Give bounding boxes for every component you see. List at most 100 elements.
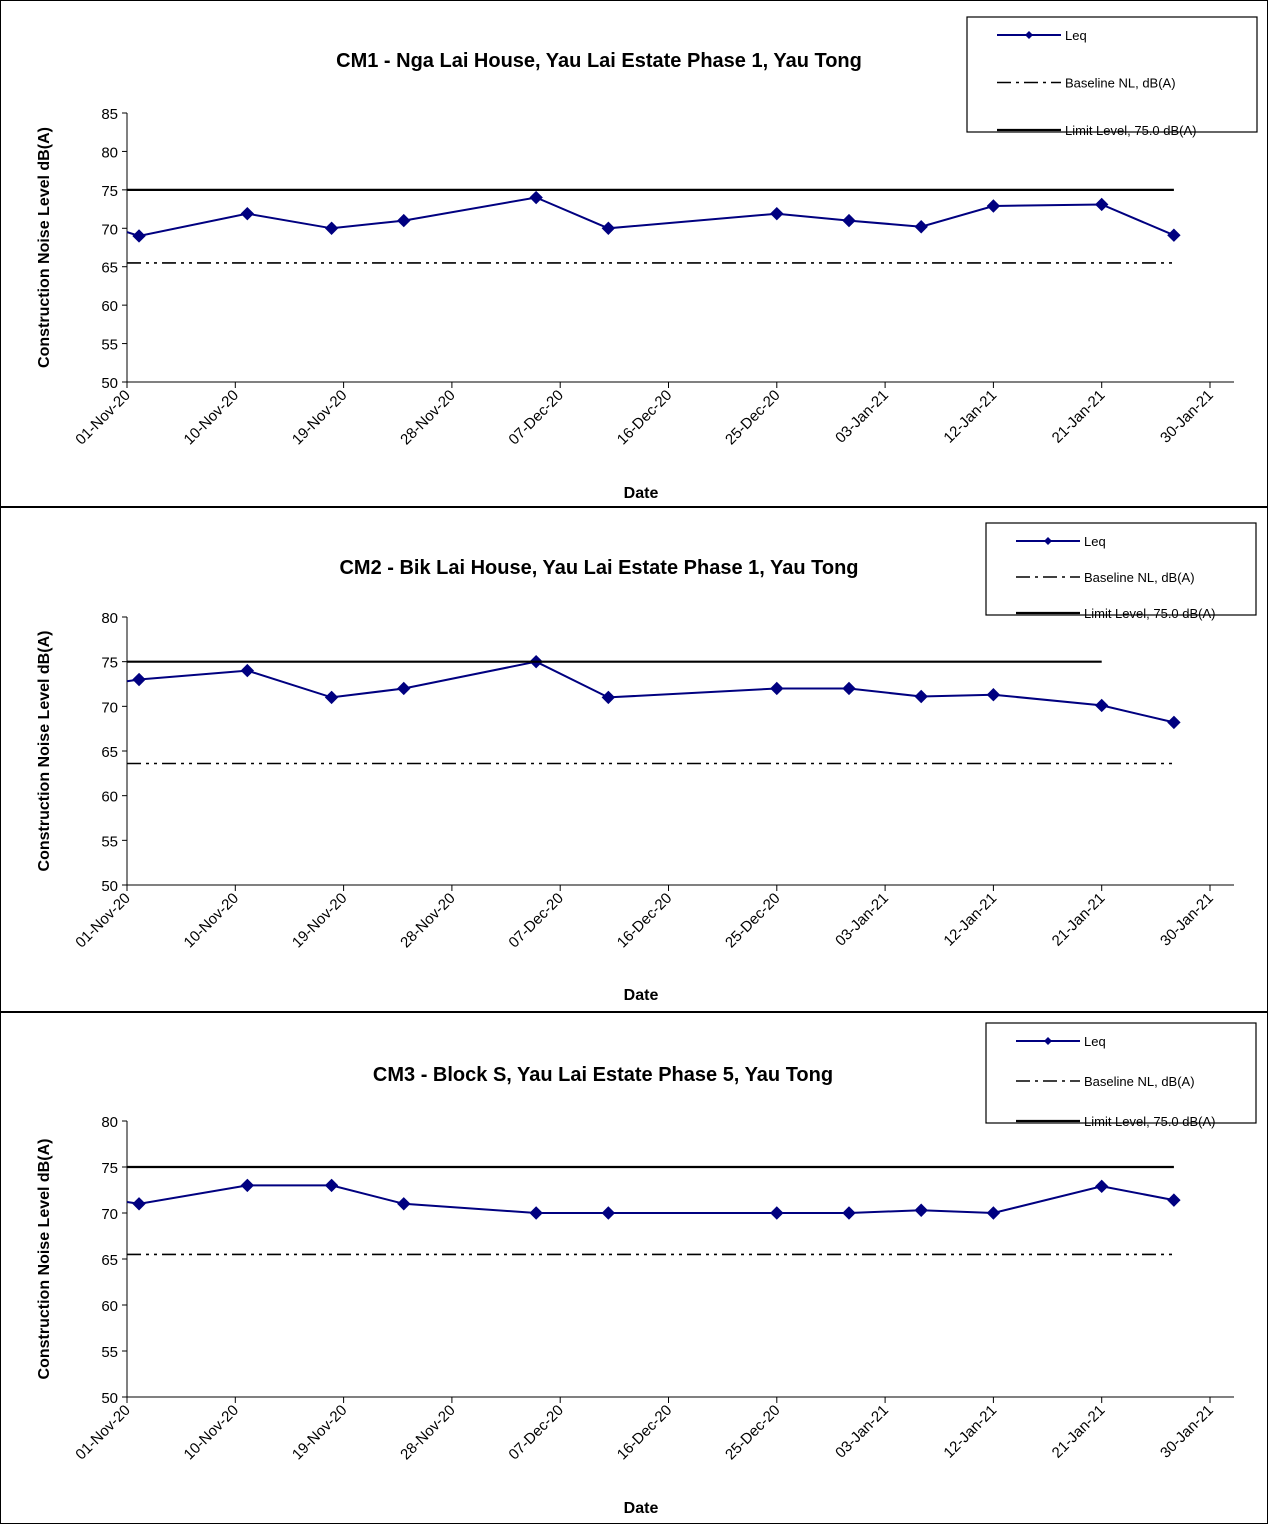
- x-tick-label: 28-Nov-20: [397, 387, 459, 449]
- legend: [966, 16, 1258, 133]
- legend-marker: [1025, 31, 1033, 39]
- data-point: [914, 689, 928, 704]
- data-point: [842, 1206, 856, 1220]
- legend-label: Baseline NL, dB(A): [1084, 570, 1195, 585]
- data-point: [132, 1197, 146, 1211]
- x-tick-label: 25-Dec-20: [722, 387, 784, 449]
- data-point: [986, 199, 1001, 213]
- data-point: [529, 190, 543, 205]
- data-point: [529, 1206, 543, 1220]
- y-tick-label: 55: [101, 833, 118, 850]
- chart-svg-3: CM3 - Block S, Yau Lai Estate Phase 5, Y…: [36, 1022, 1257, 1517]
- x-tick-label: 25-Dec-20: [722, 1402, 784, 1464]
- x-tick-label: 12-Jan-21: [940, 387, 1000, 447]
- data-point: [397, 213, 411, 228]
- y-tick-label: 70: [101, 699, 118, 716]
- legend: [985, 1022, 1257, 1124]
- y-tick-label: 55: [101, 1344, 118, 1361]
- legend-label: Leq: [1065, 28, 1087, 43]
- y-tick-label: 80: [101, 144, 118, 161]
- data-point: [1094, 197, 1109, 212]
- data-point: [132, 672, 146, 687]
- x-tick-label: 07-Dec-20: [505, 890, 567, 952]
- x-tick-label: 21-Jan-21: [1049, 1402, 1109, 1462]
- series-line-leq: [126, 1184, 1175, 1215]
- data-point: [1094, 698, 1109, 713]
- chart-panel-3: CM3 - Block S, Yau Lai Estate Phase 5, Y…: [0, 1012, 1268, 1524]
- data-point: [397, 1197, 411, 1211]
- x-tick-label: 07-Dec-20: [505, 387, 567, 449]
- data-point: [770, 681, 784, 696]
- x-tick-label: 30-Jan-21: [1157, 387, 1217, 447]
- legend-marker: [1044, 537, 1052, 545]
- data-point: [914, 1203, 928, 1217]
- legend-label: Leq: [1084, 534, 1106, 549]
- x-tick-label: 30-Jan-21: [1157, 890, 1217, 950]
- x-tick-label: 19-Nov-20: [289, 387, 351, 449]
- data-point: [1167, 1193, 1181, 1207]
- data-point: [842, 681, 856, 696]
- data-point: [842, 213, 856, 228]
- data-point: [770, 1206, 784, 1220]
- y-tick-label: 80: [101, 610, 118, 627]
- data-point: [1094, 1179, 1109, 1194]
- data-point: [132, 229, 146, 243]
- data-point: [240, 206, 255, 221]
- y-tick-label: 65: [101, 260, 118, 277]
- data-point: [397, 681, 411, 696]
- x-tick-label: 28-Nov-20: [397, 1402, 459, 1464]
- y-tick-label: 85: [101, 106, 118, 123]
- x-axis-title: Date: [624, 1500, 659, 1517]
- y-tick-label: 75: [101, 183, 118, 200]
- y-tick-label: 55: [101, 337, 118, 354]
- x-tick-label: 12-Jan-21: [940, 890, 1000, 950]
- y-tick-label: 75: [101, 1160, 118, 1177]
- data-point: [601, 221, 616, 235]
- series-line-leq: [126, 660, 1175, 724]
- legend-marker: [1044, 1037, 1052, 1045]
- legend-label: Limit Level, 75.0 dB(A): [1084, 606, 1216, 621]
- x-tick-label: 10-Nov-20: [181, 1402, 243, 1464]
- x-tick-label: 21-Jan-21: [1049, 890, 1109, 950]
- x-tick-label: 03-Jan-21: [832, 890, 892, 950]
- x-tick-label: 21-Jan-21: [1049, 387, 1109, 447]
- y-tick-label: 50: [101, 1390, 118, 1407]
- y-tick-label: 60: [101, 1298, 118, 1315]
- x-tick-label: 03-Jan-21: [832, 1402, 892, 1462]
- x-tick-label: 16-Dec-20: [614, 890, 676, 952]
- y-tick-label: 65: [101, 744, 118, 761]
- data-point: [240, 1178, 255, 1193]
- y-axis-title: Construction Noise Level dB(A): [36, 631, 53, 872]
- x-axis-title: Date: [624, 485, 659, 502]
- x-tick-label: 10-Nov-20: [181, 387, 243, 449]
- legend-label: Baseline NL, dB(A): [1065, 76, 1176, 91]
- data-point: [601, 1206, 616, 1220]
- data-point: [1167, 715, 1181, 730]
- x-tick-label: 01-Nov-20: [72, 1402, 134, 1464]
- y-tick-label: 80: [101, 1114, 118, 1131]
- y-tick-label: 50: [101, 878, 118, 895]
- series-line-leq: [126, 196, 1175, 238]
- legend-label: Limit Level, 75.0 dB(A): [1084, 1114, 1216, 1129]
- legend-label: Leq: [1084, 1034, 1106, 1049]
- y-axis-title: Construction Noise Level dB(A): [36, 127, 53, 368]
- legend-label: Limit Level, 75.0 dB(A): [1065, 123, 1197, 138]
- data-point: [240, 663, 255, 678]
- legend-label: Baseline NL, dB(A): [1084, 1074, 1195, 1089]
- y-tick-label: 60: [101, 789, 118, 806]
- x-tick-label: 16-Dec-20: [614, 1402, 676, 1464]
- x-tick-label: 10-Nov-20: [181, 890, 243, 952]
- y-tick-label: 50: [101, 375, 118, 392]
- x-tick-label: 19-Nov-20: [289, 1402, 351, 1464]
- y-tick-label: 70: [101, 221, 118, 238]
- x-tick-label: 07-Dec-20: [505, 1402, 567, 1464]
- x-tick-label: 01-Nov-20: [72, 890, 134, 952]
- chart-title: CM3 - Block S, Yau Lai Estate Phase 5, Y…: [373, 1064, 833, 1086]
- y-axis-title: Construction Noise Level dB(A): [36, 1139, 53, 1380]
- data-point: [986, 1206, 1001, 1220]
- chart-title: CM1 - Nga Lai House, Yau Lai Estate Phas…: [336, 50, 862, 72]
- chart-panel-1: CM1 - Nga Lai House, Yau Lai Estate Phas…: [0, 0, 1268, 507]
- data-point: [914, 220, 928, 234]
- data-point: [986, 688, 1001, 702]
